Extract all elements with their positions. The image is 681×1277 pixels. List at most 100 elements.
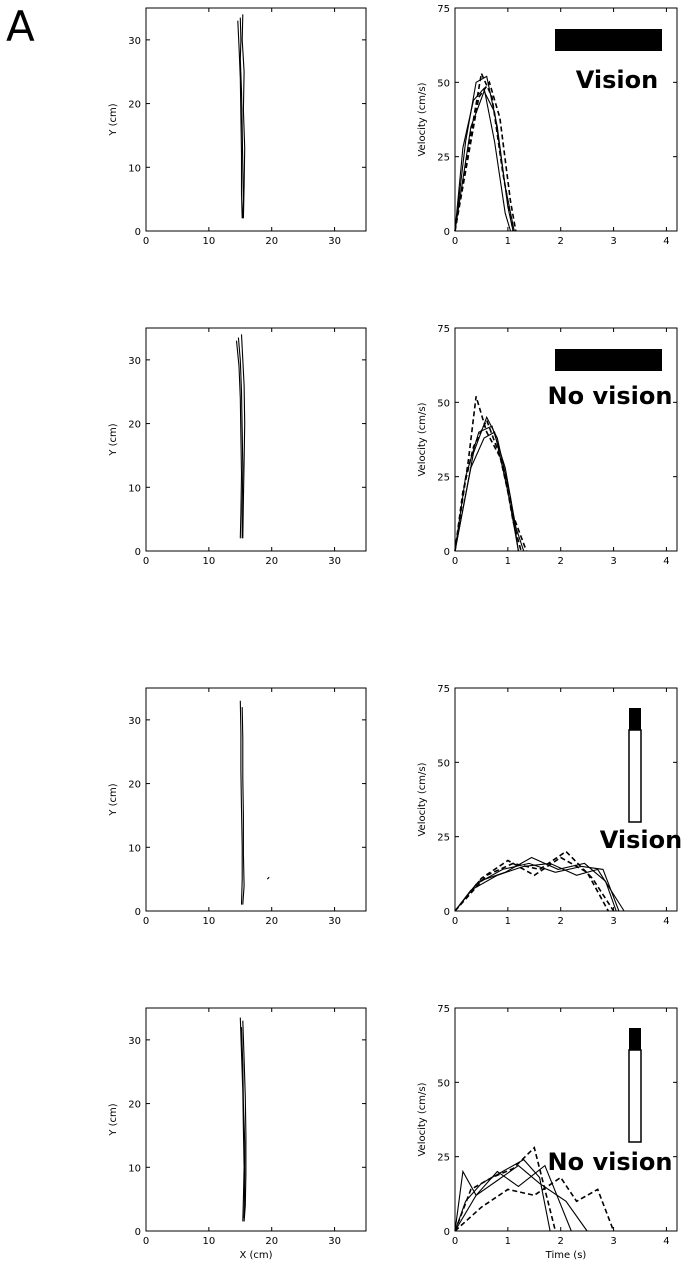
- y-tick-label: 0: [444, 907, 450, 918]
- plot-path-1: 0 10 20 30 0 10 20 30 Y (cm): [108, 327, 367, 567]
- x-tick-label: 2: [558, 236, 564, 247]
- y-tick-label: 20: [128, 100, 141, 111]
- trace-line: [237, 337, 244, 539]
- trace-line: [454, 856, 617, 912]
- y-tick-label: 50: [437, 1078, 450, 1089]
- axis-frame: [454, 1007, 678, 1232]
- x-tick-label: 2: [558, 556, 564, 567]
- y-tick-label: 75: [437, 684, 450, 695]
- stimulus-bar: [629, 1028, 641, 1050]
- y-tick-label: 30: [128, 356, 141, 367]
- trace-line: [241, 14, 246, 219]
- y-tick-label: 20: [128, 1100, 141, 1111]
- plot-velocity-1: 0 1 2 3 4 0 25 50 75 Velocity (cm/s) No vision: [417, 324, 678, 567]
- axis-frame: [145, 687, 367, 912]
- x-tick-label: 20: [265, 556, 278, 567]
- x-tick-label: 0: [143, 916, 149, 927]
- panel-letter: A: [6, 2, 35, 51]
- y-tick-label: 30: [128, 716, 141, 727]
- x-tick-label: 3: [610, 556, 616, 567]
- stimulus-bar-outline: [628, 729, 642, 823]
- trace-line: [454, 70, 514, 232]
- trace-line: [454, 1164, 588, 1232]
- trace-line: [454, 396, 522, 552]
- y-tick-label: 10: [128, 1163, 141, 1174]
- trace-line: [240, 1027, 246, 1219]
- y-tick-label: 75: [437, 1004, 450, 1015]
- y-tick-label: 75: [437, 4, 450, 15]
- plot-path-3: 0 10 20 30 0 10 20 30 Y (cm) X (cm): [108, 1007, 367, 1261]
- trace-line: [237, 20, 243, 219]
- x-tick-label: 1: [505, 556, 511, 567]
- y-tick-label: 10: [128, 163, 141, 174]
- trace-line: [454, 80, 517, 232]
- x-tick-label: 3: [610, 236, 616, 247]
- y-tick-label: 0: [135, 1227, 141, 1238]
- x-tick-label: 3: [610, 916, 616, 927]
- stimulus-bar-outline: [628, 1049, 642, 1143]
- x-axis-label: Time (s): [545, 1250, 587, 1261]
- trace-line: [266, 876, 270, 880]
- y-tick-label: 25: [437, 473, 450, 484]
- y-tick-label: 75: [437, 324, 450, 335]
- y-tick-label: 0: [444, 227, 450, 238]
- y-tick-label: 50: [437, 398, 450, 409]
- y-tick-label: 0: [135, 547, 141, 558]
- x-tick-label: 0: [143, 556, 149, 567]
- condition-label: Vision: [576, 66, 658, 94]
- trace-line: [454, 89, 515, 232]
- axis-frame: [145, 327, 367, 552]
- trace-line: [454, 1176, 615, 1232]
- y-tick-label: 0: [444, 547, 450, 558]
- plot-path-2: 0 10 20 30 0 10 20 30 Y (cm): [108, 687, 367, 927]
- x-tick-label: 0: [143, 1236, 149, 1247]
- y-tick-label: 25: [437, 1153, 450, 1164]
- x-tick-label: 0: [452, 236, 458, 247]
- trace-line: [241, 707, 245, 905]
- x-tick-label: 30: [328, 556, 341, 567]
- x-tick-label: 20: [265, 1236, 278, 1247]
- x-tick-label: 30: [328, 1236, 341, 1247]
- x-tick-label: 4: [663, 916, 669, 927]
- trace-line: [454, 1164, 572, 1232]
- y-tick-label: 0: [444, 1227, 450, 1238]
- plot-velocity-0: 0 1 2 3 4 0 25 50 75 Velocity (cm/s) Vision: [417, 4, 678, 247]
- trace-line: [239, 1017, 245, 1222]
- stimulus-bar: [555, 349, 662, 371]
- trace-line: [454, 425, 525, 552]
- plot-path-0: 0 10 20 30 0 10 20 30 Y (cm): [108, 7, 367, 247]
- y-tick-label: 20: [128, 780, 141, 791]
- x-tick-label: 4: [663, 236, 669, 247]
- condition-label: Vision: [600, 826, 681, 854]
- stimulus-bar: [629, 708, 641, 730]
- x-tick-label: 0: [452, 556, 458, 567]
- y-tick-label: 50: [437, 758, 450, 769]
- y-tick-label: 30: [128, 1036, 141, 1047]
- x-tick-label: 10: [202, 556, 215, 567]
- x-tick-label: 2: [558, 916, 564, 927]
- x-tick-label: 0: [143, 236, 149, 247]
- x-tick-label: 30: [328, 236, 341, 247]
- x-tick-label: 30: [328, 916, 341, 927]
- y-tick-label: 0: [135, 907, 141, 918]
- x-axis-label: X (cm): [239, 1250, 272, 1261]
- x-tick-label: 20: [265, 236, 278, 247]
- trace-line: [242, 1020, 247, 1222]
- trace-line: [454, 415, 519, 552]
- x-tick-label: 1: [505, 916, 511, 927]
- x-tick-label: 10: [202, 1236, 215, 1247]
- y-axis-label: Y (cm): [108, 103, 119, 136]
- trace-line: [239, 17, 244, 219]
- trace-line: [454, 856, 610, 912]
- x-tick-label: 0: [452, 916, 458, 927]
- trace-line: [240, 334, 246, 539]
- x-tick-label: 1: [505, 1236, 511, 1247]
- y-tick-label: 0: [135, 227, 141, 238]
- y-tick-label: 30: [128, 36, 141, 47]
- y-tick-label: 10: [128, 843, 141, 854]
- y-tick-label: 20: [128, 420, 141, 431]
- y-tick-label: 25: [437, 153, 450, 164]
- trace-line: [454, 1146, 557, 1232]
- axis-frame: [145, 7, 367, 232]
